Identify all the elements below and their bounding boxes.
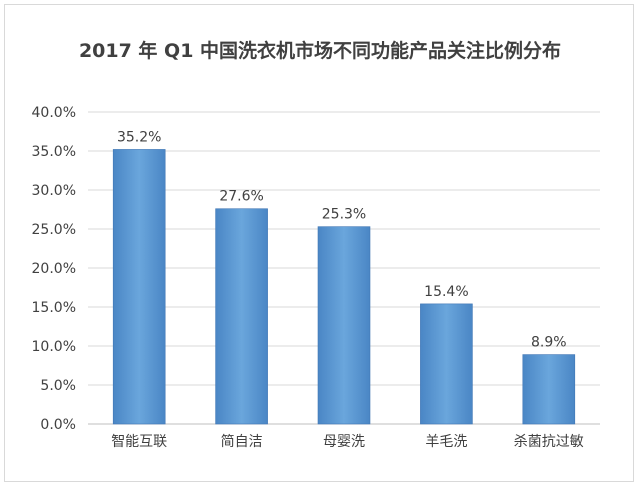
data-label: 15.4%: [424, 284, 468, 300]
bars: [112, 149, 576, 425]
y-tick-label: 35.0%: [32, 144, 76, 160]
category-label: 杀菌抗过敏: [514, 434, 584, 450]
category-label: 羊毛洗: [425, 434, 467, 450]
bar: [215, 208, 268, 425]
y-tick-label: 25.0%: [32, 222, 76, 238]
y-tick-label: 40.0%: [32, 105, 76, 121]
x-axis-categories: 智能互联 简自洁 母婴洗 羊毛洗 杀菌抗过敏: [111, 433, 584, 450]
bar: [420, 303, 473, 425]
bar: [317, 226, 371, 425]
data-label: 8.9%: [531, 335, 567, 351]
bar: [112, 149, 166, 425]
category-label: 简自洁: [221, 433, 263, 450]
chart-title: 2017 年 Q1 中国洗衣机市场不同功能产品关注比例分布: [78, 40, 562, 62]
y-tick-label: 10.0%: [32, 339, 76, 355]
y-tick-label: 20.0%: [32, 261, 76, 277]
data-label: 25.3%: [322, 207, 366, 223]
data-label: 27.6%: [219, 189, 263, 205]
data-label: 35.2%: [117, 129, 161, 145]
y-tick-label: 15.0%: [32, 300, 76, 316]
y-tick-label: 0.0%: [40, 417, 76, 433]
y-axis-ticks: 0.0% 5.0% 10.0% 15.0% 20.0% 25.0% 30.0% 35.0% 40…: [32, 105, 76, 433]
data-labels: 35.2% 27.6% 25.3% 15.4% 8.9%: [117, 129, 567, 350]
category-label: 母婴洗: [323, 434, 365, 450]
category-label: 智能互联: [111, 434, 167, 450]
y-tick-label: 5.0%: [40, 378, 76, 394]
bar: [522, 354, 576, 425]
y-tick-label: 30.0%: [32, 183, 76, 199]
